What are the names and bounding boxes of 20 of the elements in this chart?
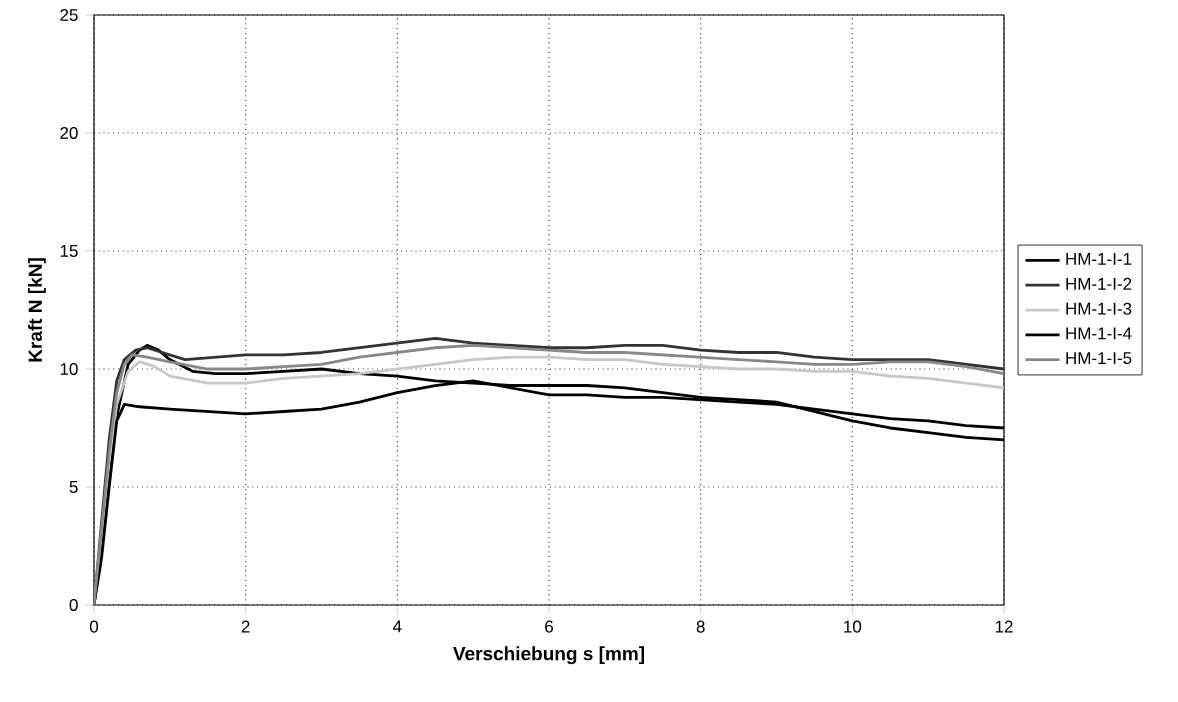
x-tick-label: 2	[241, 620, 250, 633]
y-tick-label: 15	[60, 245, 78, 257]
legend-label: HM-1-I-2	[1066, 277, 1132, 290]
y-tick-label: 20	[60, 126, 78, 140]
x-tick-label: 8	[696, 620, 705, 633]
x-axis-title: Verschiebung s [mm]	[453, 646, 645, 665]
y-axis-title: Kraft N [kN]	[28, 258, 46, 362]
x-tick-label: 0	[89, 620, 99, 633]
x-tick-label: 4	[392, 620, 402, 633]
x-tick-label: 12	[995, 620, 1013, 633]
legend-label: HM-1-I-3	[1066, 302, 1132, 315]
y-tick-label: 5	[69, 481, 78, 493]
legend-label: HM-1-I-4	[1066, 327, 1132, 340]
x-tick-label: 6	[545, 620, 553, 633]
y-tick-label: 25	[60, 8, 78, 22]
y-tick-label: 0	[69, 599, 78, 612]
x-tick-label: 10	[844, 620, 862, 633]
y-tick-label: 10	[60, 362, 78, 376]
legend-label: HM-1-I-5	[1066, 352, 1132, 365]
legend-label: HM-1-I-1	[1066, 253, 1132, 265]
